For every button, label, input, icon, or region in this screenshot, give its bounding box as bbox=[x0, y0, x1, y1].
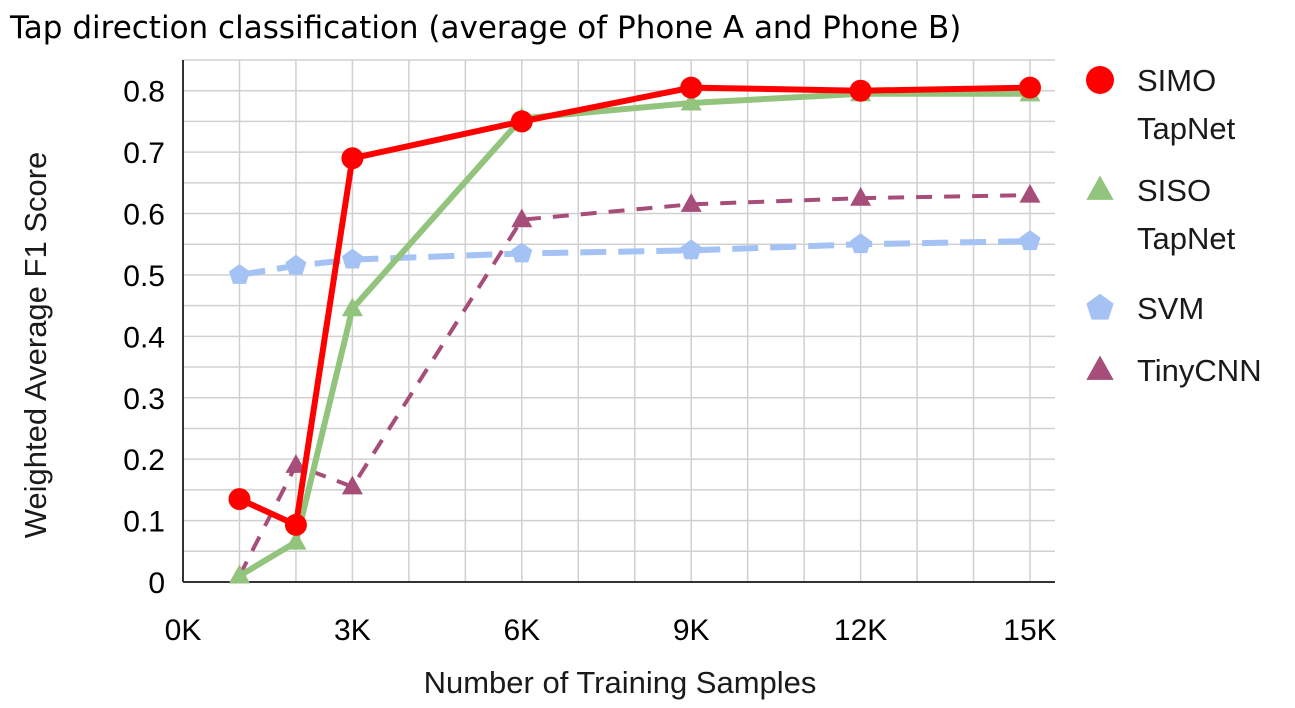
legend-label: TinyCNN bbox=[1137, 353, 1262, 388]
legend-marker bbox=[1086, 293, 1114, 320]
y-tick-label: 0.4 bbox=[123, 321, 165, 354]
data-point bbox=[680, 76, 703, 99]
data-point bbox=[850, 187, 872, 206]
x-tick-label: 6K bbox=[503, 614, 540, 647]
data-point bbox=[510, 110, 533, 133]
legend-marker bbox=[1086, 66, 1114, 94]
y-tick-label: 0.5 bbox=[123, 260, 165, 293]
x-tick-label: 12K bbox=[834, 614, 887, 647]
grid-lines bbox=[182, 59, 1055, 583]
y-tick-label: 0.1 bbox=[123, 506, 165, 539]
y-tick-label: 0.7 bbox=[123, 137, 165, 170]
legend-label: SVM bbox=[1137, 291, 1204, 326]
data-point bbox=[849, 79, 872, 102]
tick-labels: 0K 3K 6K 9K 12K 15K 0 0.1 0.2 0.3 0.4 0.5 0.6 0.7 0.8 bbox=[123, 76, 1056, 647]
legend-marker bbox=[1086, 355, 1114, 380]
y-axis-label: Weighted Average F1 Score bbox=[18, 152, 53, 539]
data-point bbox=[680, 239, 702, 260]
data-point bbox=[284, 513, 307, 536]
legend-item: SVM bbox=[1086, 291, 1204, 326]
x-tick-label: 9K bbox=[673, 614, 710, 647]
legend-label: SIMO bbox=[1137, 63, 1216, 98]
legend-label: SISO bbox=[1137, 173, 1211, 208]
legend: SIMO TapNet SISO TapNet SVM TinyCNN bbox=[1086, 63, 1262, 388]
data-point bbox=[341, 248, 363, 269]
legend-item: SISO TapNet bbox=[1086, 173, 1236, 256]
x-axis-label: Number of Training Samples bbox=[424, 665, 817, 700]
legend-item: SIMO TapNet bbox=[1086, 63, 1236, 146]
data-point bbox=[511, 242, 533, 263]
chart-title: Tap direction classification (average of… bbox=[9, 10, 961, 46]
y-tick-label: 0.8 bbox=[123, 76, 165, 109]
x-tick-label: 3K bbox=[334, 614, 371, 647]
x-tick-label: 15K bbox=[1003, 614, 1056, 647]
data-point bbox=[285, 454, 307, 473]
data-point bbox=[511, 208, 533, 228]
y-tick-label: 0.6 bbox=[123, 199, 165, 232]
series-simo-tapnet bbox=[228, 76, 1041, 536]
y-tick-label: 0.3 bbox=[123, 383, 165, 416]
y-tick-label: 0 bbox=[148, 567, 165, 600]
series-lines bbox=[228, 76, 1041, 584]
data-point bbox=[341, 297, 363, 317]
axes bbox=[182, 60, 1055, 583]
data-point bbox=[229, 263, 250, 284]
data-point bbox=[228, 564, 250, 584]
data-point bbox=[228, 488, 251, 511]
data-point bbox=[1019, 230, 1041, 251]
legend-item: TinyCNN bbox=[1086, 353, 1262, 388]
data-point bbox=[285, 254, 307, 275]
legend-label: TapNet bbox=[1137, 221, 1236, 256]
data-point bbox=[1019, 183, 1041, 203]
data-point bbox=[341, 475, 363, 495]
data-point bbox=[850, 233, 872, 254]
y-tick-label: 0.2 bbox=[123, 444, 165, 477]
data-point bbox=[341, 147, 364, 170]
legend-label: TapNet bbox=[1137, 111, 1236, 146]
data-point bbox=[680, 91, 702, 111]
data-point bbox=[285, 530, 307, 550]
data-point bbox=[680, 193, 702, 212]
legend-marker bbox=[1086, 175, 1114, 200]
data-point bbox=[1019, 76, 1041, 99]
x-tick-label: 0K bbox=[165, 614, 202, 647]
series-svm bbox=[229, 230, 1041, 284]
